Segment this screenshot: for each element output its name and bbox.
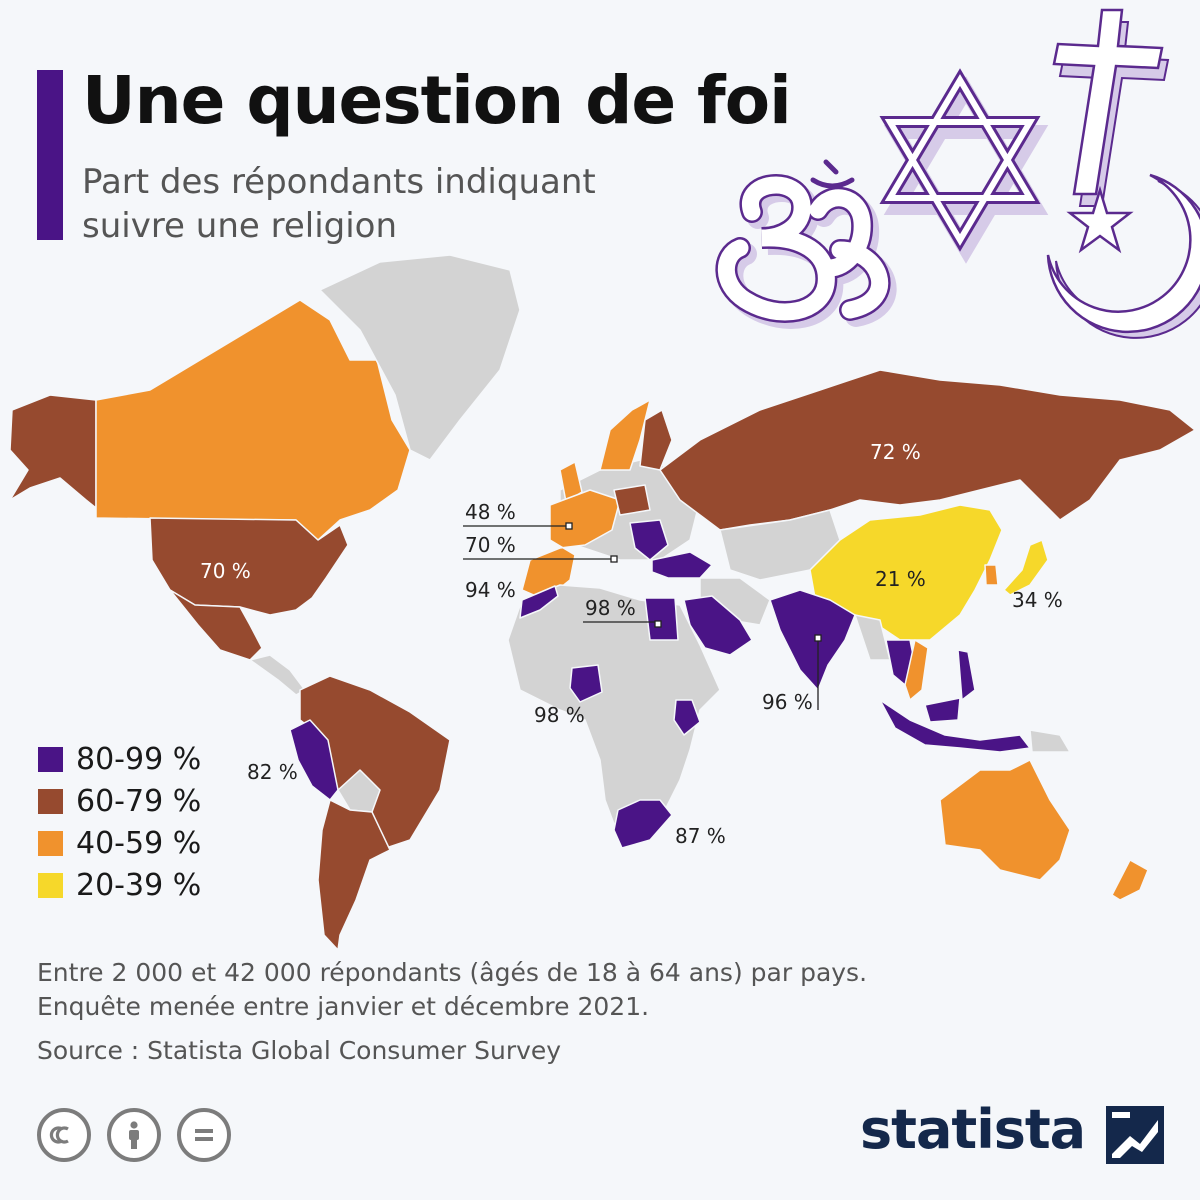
legend-label: 20-39 %	[76, 867, 202, 903]
country-greenland	[319, 254, 521, 461]
country-kenya	[673, 699, 701, 736]
label-south-africa: 87 %	[675, 824, 726, 848]
label-italy: 70 %	[465, 533, 516, 557]
country-bolivia	[337, 769, 381, 813]
label-france: 48 %	[465, 500, 516, 524]
marker-france	[565, 522, 573, 530]
label-russia: 72 %	[870, 440, 921, 464]
label-egypt: 98 %	[585, 596, 636, 620]
country-mexico	[169, 589, 263, 661]
label-japan: 34 %	[1012, 588, 1063, 612]
country-alaska	[9, 394, 97, 509]
survey-notes: Entre 2 000 et 42 000 répondants (âgés d…	[37, 956, 867, 1024]
label-usa: 70 %	[200, 559, 251, 583]
region-balkans	[629, 519, 669, 561]
map-legend: 80-99 % 60-79 % 40-59 % 20-39 %	[38, 738, 201, 906]
country-uk	[559, 461, 583, 503]
star-of-david-icon	[879, 68, 1049, 264]
marker-india	[814, 634, 822, 642]
country-vietnam	[904, 639, 929, 701]
page-subtitle: Part des répondants indiquant suivre une…	[82, 162, 596, 246]
country-morocco	[519, 585, 559, 619]
source-text: Source : Statista Global Consumer Survey	[37, 1036, 562, 1065]
country-south-korea	[984, 564, 999, 586]
no-derivatives-icon[interactable]	[177, 1108, 231, 1162]
legend-swatch	[38, 746, 63, 772]
country-peru	[289, 719, 339, 801]
page-title: Une question de foi	[82, 62, 792, 139]
creative-commons-icon[interactable]	[37, 1108, 91, 1162]
statista-brand[interactable]: statista	[860, 1098, 1086, 1161]
country-philippines	[957, 649, 976, 701]
country-egypt	[644, 597, 679, 641]
note-line: Entre 2 000 et 42 000 répondants (âgés d…	[37, 958, 868, 987]
legend-item-20-39: 20-39 %	[38, 864, 201, 906]
region-southern-cone	[317, 799, 391, 951]
om-symbol-icon	[715, 159, 897, 329]
marker-italy	[610, 555, 618, 563]
country-south-africa	[613, 799, 673, 849]
legend-label: 80-99 %	[76, 741, 202, 777]
label-china: 21 %	[875, 567, 926, 591]
label-india: 96 %	[762, 690, 813, 714]
country-finland	[639, 409, 673, 471]
note-line: Enquête menée entre janvier et décembre …	[37, 992, 650, 1021]
title-accent-bar	[37, 70, 63, 240]
legend-item-60-79: 60-79 %	[38, 780, 201, 822]
attribution-person-icon[interactable]	[107, 1108, 161, 1162]
legend-label: 60-79 %	[76, 783, 202, 819]
legend-label: 40-59 %	[76, 825, 202, 861]
country-indonesia	[879, 699, 1031, 753]
legend-item-80-99: 80-99 %	[38, 738, 201, 780]
country-papua-new-guinea	[1029, 729, 1071, 753]
country-nigeria	[569, 664, 603, 703]
country-australia	[939, 759, 1071, 881]
country-india	[769, 589, 856, 691]
label-peru: 82 %	[247, 760, 298, 784]
country-russia	[659, 369, 1196, 531]
country-japan	[1003, 539, 1049, 596]
license-icons	[37, 1108, 231, 1162]
legend-swatch	[38, 788, 63, 814]
crescent-star-icon	[1046, 173, 1200, 339]
country-poland	[613, 484, 651, 516]
legend-swatch	[38, 830, 63, 856]
legend-item-40-59: 40-59 %	[38, 822, 201, 864]
country-new-zealand	[1111, 859, 1149, 901]
statista-logo-icon	[1106, 1106, 1164, 1164]
region-central-america	[249, 654, 306, 696]
region-scandinavia	[599, 399, 651, 471]
country-malaysia	[924, 697, 961, 723]
marker-egypt	[654, 620, 662, 628]
label-nigeria: 98 %	[534, 703, 585, 727]
legend-swatch	[38, 872, 63, 898]
label-morocco: 94 %	[465, 578, 516, 602]
